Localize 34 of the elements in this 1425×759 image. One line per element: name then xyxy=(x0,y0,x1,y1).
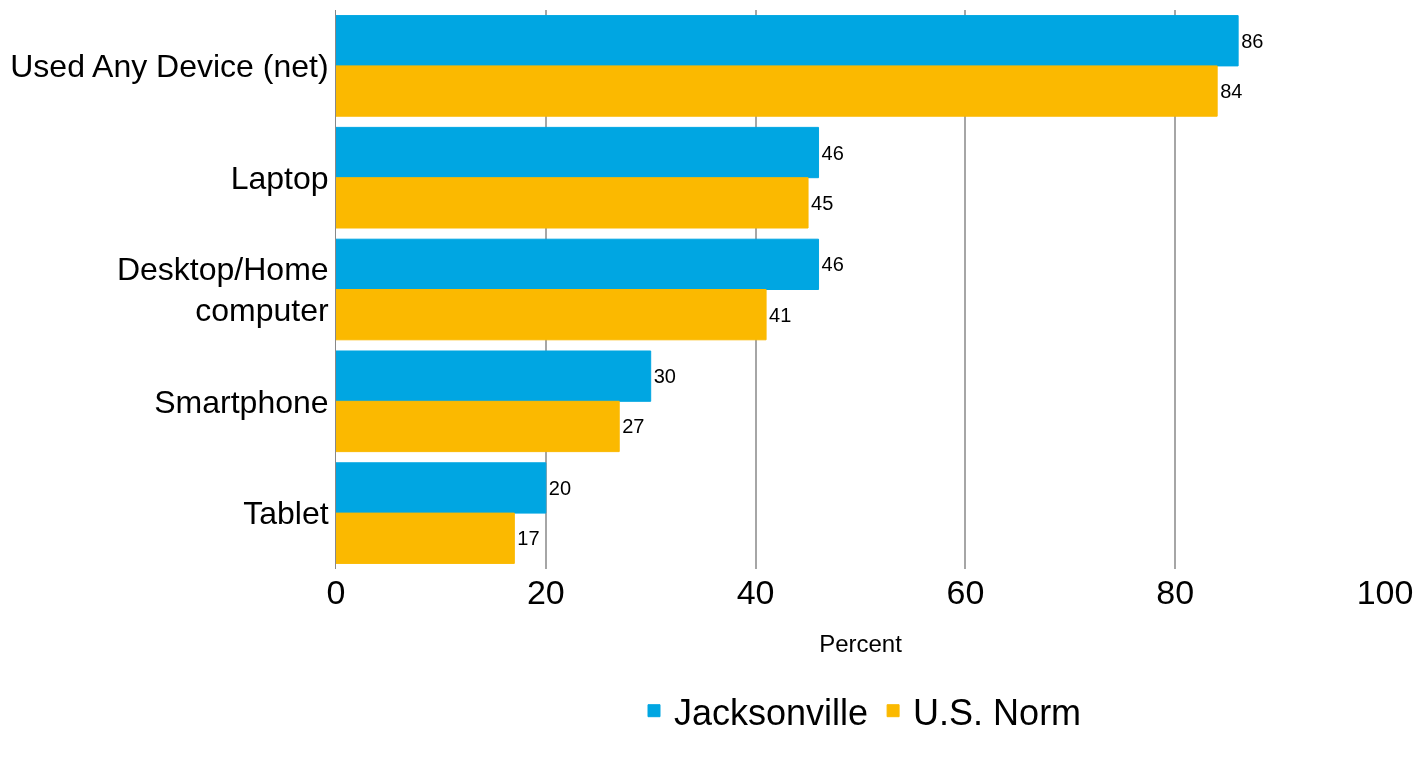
y-tick-label: Used Any Device (net) xyxy=(10,48,329,85)
y-tick-label: Desktop/Home computer xyxy=(116,250,329,329)
data-label: 84 xyxy=(1220,80,1243,103)
bar xyxy=(336,350,652,402)
bar xyxy=(336,512,515,564)
x-tick-label: 20 xyxy=(526,573,565,611)
x-tick-label: 100 xyxy=(1356,573,1414,611)
legend-label: U.S. Norm xyxy=(913,691,1082,733)
x-axis-title: Percent xyxy=(819,630,903,658)
bar xyxy=(336,238,820,290)
bar xyxy=(336,400,620,453)
data-label: 30 xyxy=(653,365,676,388)
data-label: 17 xyxy=(517,527,540,550)
data-label: 46 xyxy=(821,141,844,164)
x-tick-label: 40 xyxy=(736,573,775,611)
y-tick-label: Laptop xyxy=(230,159,329,196)
bar xyxy=(336,65,1218,117)
bar xyxy=(336,289,767,341)
bar xyxy=(336,15,1239,67)
x-tick-label: 80 xyxy=(1156,573,1195,611)
data-label: 27 xyxy=(622,415,645,438)
bar xyxy=(336,177,809,229)
legend-label: Jacksonville xyxy=(674,691,869,733)
bar xyxy=(336,462,547,514)
y-tick-label: Tablet xyxy=(243,495,329,532)
data-label: 46 xyxy=(821,253,844,276)
y-tick-label: Smartphone xyxy=(154,383,329,420)
data-label: 86 xyxy=(1241,29,1264,52)
bar xyxy=(336,126,820,179)
x-tick-label: 60 xyxy=(946,573,985,611)
x-tick-label: 0 xyxy=(326,573,346,611)
data-label: 20 xyxy=(548,476,572,499)
data-label: 41 xyxy=(769,303,792,326)
data-label: 45 xyxy=(811,191,834,214)
